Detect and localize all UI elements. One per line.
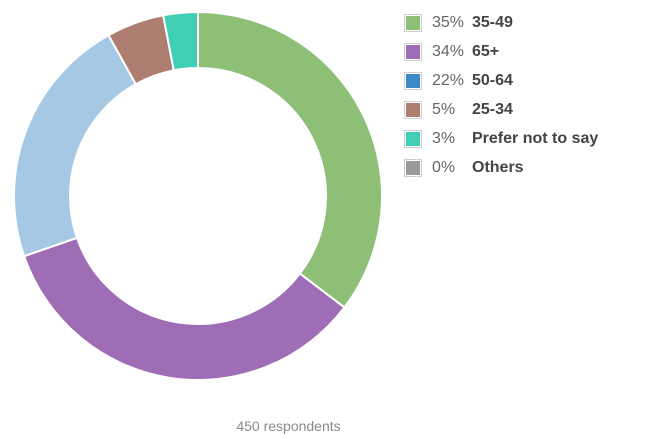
- legend-label: 35-49: [472, 13, 513, 31]
- legend-percent: 35%: [432, 13, 465, 31]
- legend-item-65-plus[interactable]: 34% 65+: [404, 37, 598, 66]
- legend-item-50-64[interactable]: 22% 50-64: [404, 66, 598, 95]
- legend-label: 50-64: [472, 71, 513, 89]
- legend-label: 25-34: [472, 100, 513, 118]
- legend-percent: 0%: [432, 158, 456, 176]
- legend-swatch: [404, 158, 422, 177]
- legend-percent: 34%: [432, 42, 465, 60]
- respondent-count: 450 respondents: [236, 418, 341, 434]
- legend: 35% 35-49 34% 65+ 22% 50-64 5% 25-34 3% …: [404, 8, 599, 182]
- legend-swatch: [404, 100, 422, 119]
- legend-swatch: [404, 13, 422, 32]
- legend-item-35-49[interactable]: 35% 35-49: [404, 8, 598, 37]
- legend-percent: 3%: [432, 129, 456, 147]
- legend-item-others[interactable]: 0% Others: [404, 153, 598, 182]
- donut-plot: [13, 10, 383, 381]
- legend-label: Prefer not to say: [472, 129, 599, 147]
- legend-label: Others: [472, 158, 524, 176]
- legend-label: 65+: [472, 42, 500, 60]
- donut-slice-50-64[interactable]: [13, 33, 138, 258]
- donut-slice-prefer-not-to-say[interactable]: [162, 10, 199, 72]
- legend-swatch: [404, 129, 422, 148]
- legend-percent: 5%: [432, 100, 456, 118]
- legend-item-prefer-not-to-say[interactable]: 3% Prefer not to say: [404, 124, 599, 153]
- legend-item-25-34[interactable]: 5% 25-34: [404, 95, 598, 124]
- legend-swatch: [404, 71, 422, 90]
- donut-slice-35-49[interactable]: [197, 10, 383, 309]
- legend-percent: 22%: [432, 71, 465, 89]
- donut-slice-65[interactable]: [22, 236, 346, 381]
- legend-swatch: [404, 42, 422, 61]
